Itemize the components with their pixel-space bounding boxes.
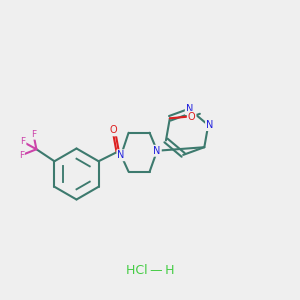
Text: N: N	[153, 146, 161, 156]
Text: N: N	[117, 150, 125, 160]
Text: F: F	[19, 151, 24, 160]
Text: F: F	[20, 137, 26, 146]
Text: HCl — H: HCl — H	[126, 263, 174, 277]
Text: F: F	[31, 130, 36, 139]
Text: N: N	[186, 104, 193, 114]
Text: N: N	[206, 120, 213, 130]
Text: O: O	[188, 112, 196, 122]
Text: O: O	[110, 125, 117, 135]
